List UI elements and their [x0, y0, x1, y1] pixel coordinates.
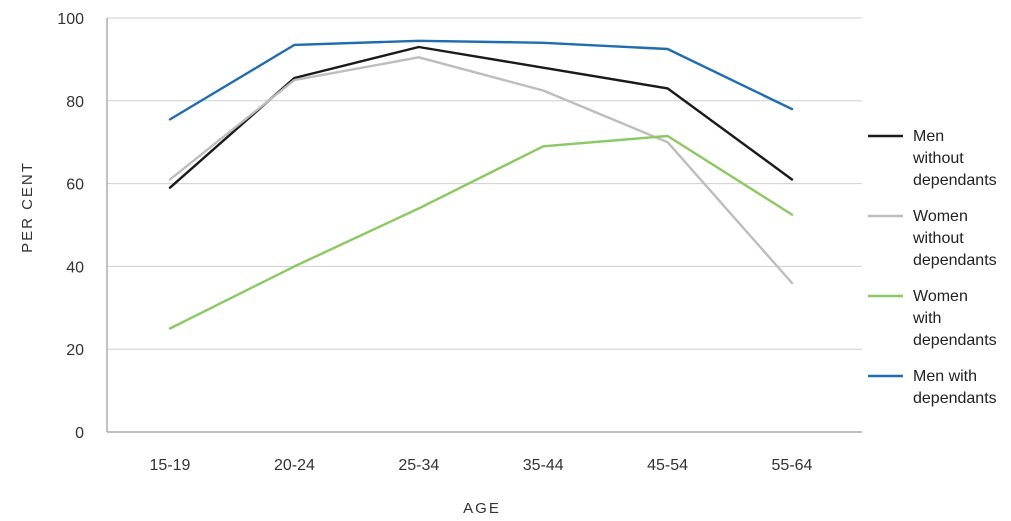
series-line-4	[168, 39, 794, 121]
y-tick-label: 80	[66, 94, 84, 111]
legend-label: dependants	[913, 332, 997, 349]
gridlines	[107, 17, 862, 350]
legend-label: with	[912, 310, 941, 327]
y-axis-title: PER CENT	[19, 161, 36, 253]
axes: 0 20 40 60 80 100 15-19 20-24 25-34 35-44 45-54 55-…	[57, 11, 862, 474]
x-tick-label: 15-19	[150, 457, 191, 474]
legend-label: dependants	[913, 390, 997, 407]
legend-label: Women	[913, 288, 968, 305]
legend-label: Men	[913, 128, 944, 145]
x-tick-label: 20-24	[274, 457, 315, 474]
x-tick-label: 25-34	[398, 457, 439, 474]
legend: Men without dependants Women without dependan…	[868, 128, 997, 407]
legend-label: Women	[913, 208, 968, 225]
legend-label: dependants	[913, 252, 997, 269]
series-line-1	[168, 45, 794, 189]
legend-item: Men with dependants	[868, 368, 997, 407]
legend-item: Women with dependants	[868, 288, 997, 349]
series-line-3	[168, 134, 794, 330]
series-lines	[168, 39, 794, 330]
legend-label: without	[912, 150, 964, 167]
y-tick-label: 60	[66, 177, 84, 194]
y-tick-label: 100	[57, 11, 84, 28]
y-tick-label: 0	[75, 425, 84, 442]
series-line-2	[168, 56, 794, 285]
x-tick-label: 35-44	[523, 457, 564, 474]
x-tick-label: 45-54	[647, 457, 688, 474]
legend-label: Men with	[913, 368, 977, 385]
y-tick-label: 20	[66, 342, 84, 359]
legend-item: Men without dependants	[868, 128, 997, 189]
legend-label: dependants	[913, 172, 997, 189]
y-tick-label: 40	[66, 259, 84, 276]
x-axis-title: AGE	[463, 500, 501, 517]
legend-label: without	[912, 230, 964, 247]
legend-item: Women without dependants	[868, 208, 997, 269]
x-tick-label: 55-64	[772, 457, 813, 474]
